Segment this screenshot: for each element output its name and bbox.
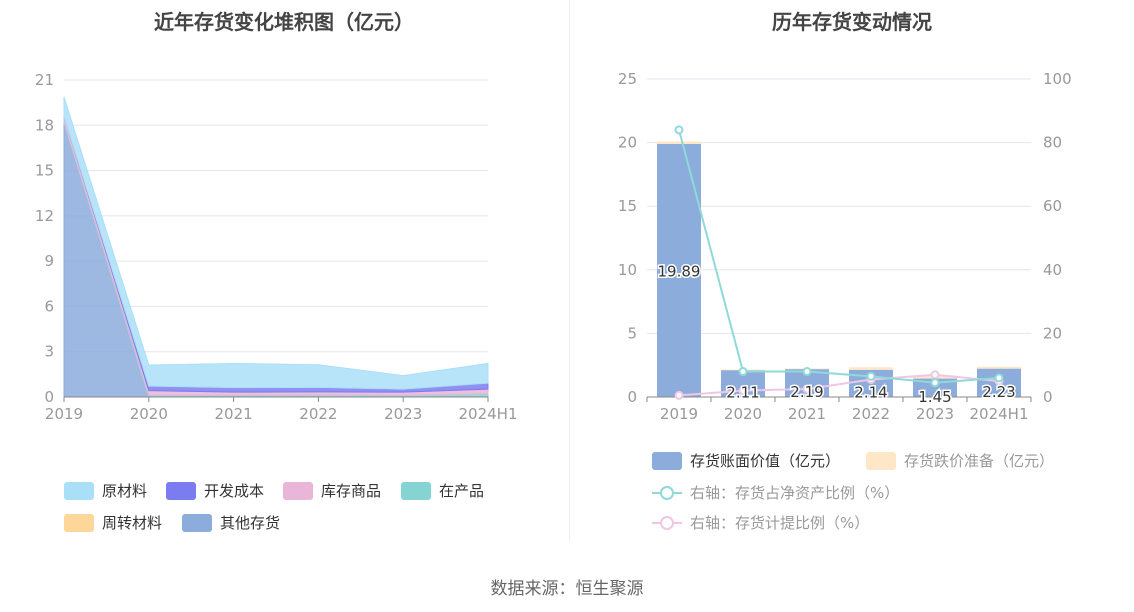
line-point	[866, 371, 876, 381]
legend-item[interactable]: 存货账面价值（亿元）	[652, 450, 840, 471]
y-tick-label: 0	[627, 388, 637, 406]
right-chart-title: 历年存货变动情况	[772, 10, 932, 34]
y-tick-label: 20	[618, 134, 637, 152]
panel-divider	[569, 0, 570, 542]
y-tick-label: 12	[35, 207, 54, 225]
legend-label: 原材料	[102, 482, 148, 500]
data-source: 数据来源：恒生聚源	[490, 579, 644, 599]
y-tick-label: 18	[35, 116, 54, 134]
bar-data-label: 2.14	[854, 383, 887, 401]
legend-item[interactable]: 原材料	[64, 480, 147, 501]
line-point	[802, 384, 812, 394]
y-tick-label: 21	[35, 71, 54, 89]
legend-item[interactable]: 右轴：存货计提比例（%）	[652, 512, 869, 533]
bar-book-value	[913, 378, 957, 397]
series-line	[678, 373, 1000, 397]
legend-item[interactable]: 在产品	[401, 480, 484, 501]
line-point	[930, 378, 940, 388]
legend-item[interactable]: 其他存货	[182, 512, 280, 533]
y-tick-label: 15	[618, 197, 637, 215]
y-tick-label: 10	[618, 261, 637, 279]
legend-label: 在产品	[439, 482, 485, 500]
legend-label: 存货账面价值（亿元）	[690, 452, 841, 470]
inventory-change-chart: 0 5 10 15 20 25 0 20 40 60 80 100 2019 2020 2021 2022 20…	[618, 70, 1072, 423]
legend-swatch	[652, 451, 682, 470]
y-tick-label: 25	[618, 70, 637, 88]
y-tick-label: 9	[44, 252, 54, 270]
y2-tick-label: 60	[1043, 197, 1062, 215]
bar-data-label: 19.89	[658, 262, 701, 280]
left-chart-title: 近年存货变化堆积图（亿元）	[154, 10, 414, 34]
x-tick-label: 2020	[130, 405, 168, 423]
bar-impairment	[849, 367, 893, 370]
line-point	[674, 125, 684, 135]
y-tick-label: 3	[44, 343, 54, 361]
y-tick-label: 15	[35, 162, 54, 180]
bar-data-label: 1.45	[918, 388, 951, 406]
y-tick-label: 6	[44, 297, 54, 315]
legend-swatch	[64, 481, 94, 500]
y2-tick-label: 20	[1043, 324, 1062, 342]
legend-label: 右轴：存货计提比例（%）	[690, 514, 870, 532]
legend-swatch	[866, 451, 896, 470]
stacked-area-chart: 0 3 6 9 12 15 18 21 2019 2020 2021 2022 2023 2024H1	[35, 71, 518, 423]
legend-swatch	[652, 514, 682, 532]
x-tick-label: 2020	[724, 405, 762, 423]
x-tick-label: 2022	[299, 405, 337, 423]
legend-label: 周转材料	[102, 514, 163, 532]
bar-impairment	[977, 366, 1021, 369]
y2-tick-label: 80	[1043, 134, 1062, 152]
legend-item[interactable]: 存货跌价准备（亿元）	[866, 450, 1054, 471]
legend-item[interactable]: 开发成本	[166, 480, 264, 501]
legend-label: 其他存货	[220, 514, 281, 532]
y2-tick-label: 100	[1043, 70, 1072, 88]
y-tick-label: 5	[627, 324, 637, 342]
bar-data-label: 2.23	[982, 383, 1015, 401]
line-point	[738, 386, 748, 396]
legend-item[interactable]: 周转材料	[64, 512, 162, 533]
line-point	[802, 367, 812, 377]
line-point	[738, 367, 748, 377]
legend-swatch	[64, 513, 94, 532]
x-tick-label: 2022	[852, 405, 890, 423]
legend-item[interactable]: 库存商品	[283, 480, 381, 501]
legend-label: 开发成本	[204, 482, 265, 500]
legend-item[interactable]: 右轴：存货占净资产比例（%）	[652, 482, 899, 503]
x-tick-label: 2021	[215, 405, 253, 423]
line-point	[674, 390, 684, 400]
legend-label: 存货跌价准备（亿元）	[904, 452, 1055, 470]
legend-swatch	[401, 481, 431, 500]
legend-label: 库存商品	[321, 482, 382, 500]
x-tick-label: 2019	[660, 405, 698, 423]
x-tick-label: 2024H1	[459, 405, 518, 423]
legend-swatch	[652, 484, 682, 502]
y2-tick-label: 0	[1043, 388, 1053, 406]
area-series	[63, 96, 489, 390]
legend-swatch	[182, 513, 212, 532]
bar-data-label: 2.11	[726, 384, 759, 402]
bar-impairment	[657, 141, 701, 144]
legend-swatch	[283, 481, 313, 500]
legend-label: 右轴：存货占净资产比例（%）	[690, 484, 900, 502]
x-tick-label: 2023	[916, 405, 954, 423]
bar-data-label: 2.19	[790, 383, 823, 401]
y-tick-label: 0	[44, 388, 54, 406]
line-point	[994, 373, 1004, 383]
series-line	[678, 129, 1000, 384]
x-tick-label: 2024H1	[970, 405, 1029, 423]
x-tick-label: 2023	[384, 405, 422, 423]
line-point	[930, 370, 940, 380]
legend-swatch	[166, 481, 196, 500]
x-tick-label: 2019	[45, 405, 83, 423]
x-tick-label: 2021	[788, 405, 826, 423]
y2-tick-label: 40	[1043, 261, 1062, 279]
